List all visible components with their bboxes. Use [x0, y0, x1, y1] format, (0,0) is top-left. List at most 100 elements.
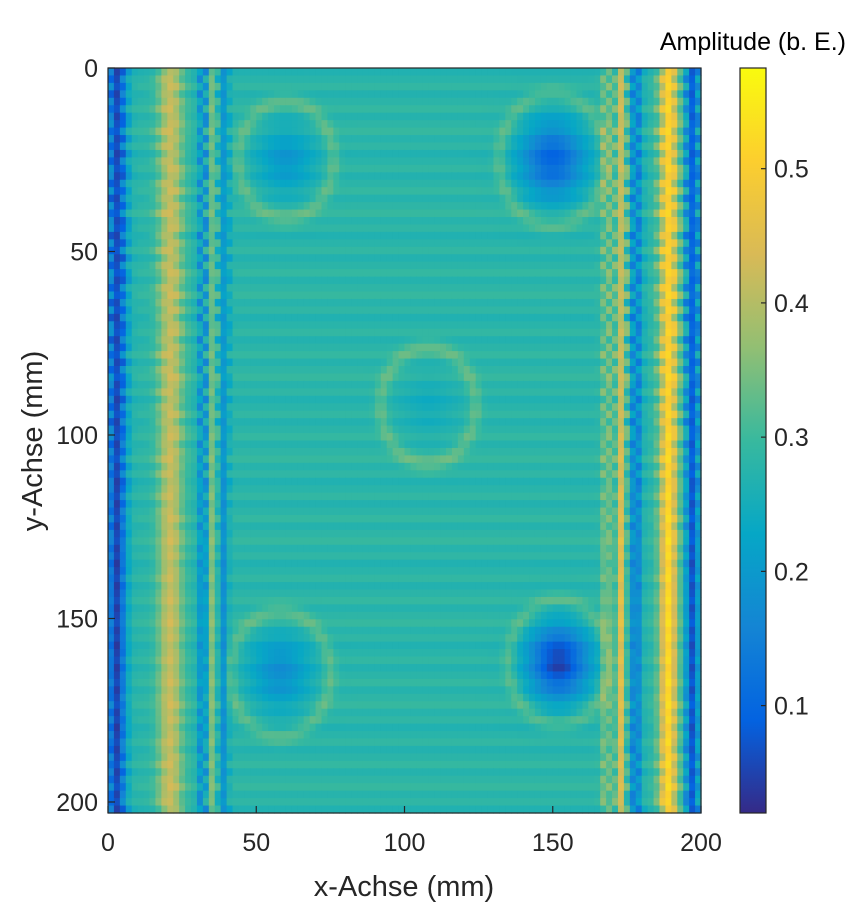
- heatmap-cell: [173, 224, 180, 233]
- heatmap-cell: [505, 276, 512, 285]
- heatmap-cell: [179, 291, 186, 300]
- heatmap-cell: [529, 358, 536, 367]
- heatmap-cell: [469, 313, 477, 322]
- heatmap-cell: [149, 120, 157, 129]
- heatmap-cell: [291, 433, 299, 442]
- heatmap-cell: [131, 82, 139, 91]
- heatmap-cell: [274, 306, 281, 315]
- heatmap-cell: [523, 217, 530, 226]
- heatmap-cell: [446, 373, 453, 382]
- heatmap-cell: [327, 380, 334, 389]
- heatmap-cell: [552, 321, 560, 330]
- heatmap-cell: [659, 410, 667, 419]
- heatmap-cell: [108, 149, 115, 158]
- heatmap-cell: [606, 187, 613, 196]
- heatmap-cell: [594, 239, 601, 248]
- heatmap-cell: [523, 328, 530, 337]
- heatmap-cell: [398, 388, 406, 397]
- heatmap-cell: [475, 112, 483, 121]
- heatmap-cell: [119, 328, 127, 337]
- heatmap-cell: [623, 395, 631, 404]
- heatmap-cell: [297, 261, 305, 270]
- heatmap-cell: [617, 388, 625, 397]
- heatmap-cell: [167, 306, 174, 315]
- heatmap-cell: [588, 425, 595, 434]
- heatmap-cell: [167, 284, 174, 293]
- heatmap-cell: [131, 112, 139, 121]
- heatmap-cell: [321, 328, 329, 337]
- heatmap-cell: [558, 351, 566, 360]
- heatmap-cell: [398, 276, 406, 285]
- heatmap-cell: [303, 75, 311, 84]
- heatmap-cell: [285, 149, 293, 158]
- heatmap-cell: [517, 112, 524, 121]
- heatmap-cell: [339, 157, 346, 166]
- heatmap-cell: [511, 291, 518, 300]
- heatmap-cell: [119, 187, 127, 196]
- heatmap-cell: [641, 202, 649, 211]
- heatmap-cell: [362, 261, 370, 270]
- heatmap-cell: [143, 149, 151, 158]
- heatmap-cell: [653, 306, 661, 315]
- heatmap-cell: [558, 97, 566, 106]
- heatmap-cell: [653, 239, 661, 248]
- heatmap-cell: [167, 328, 174, 337]
- heatmap-cell: [250, 425, 257, 434]
- heatmap-cell: [214, 68, 222, 77]
- heatmap-cell: [297, 90, 305, 99]
- heatmap-cell: [653, 269, 661, 278]
- heatmap-cell: [368, 217, 376, 226]
- heatmap-cell: [268, 246, 275, 255]
- heatmap-cell: [695, 269, 702, 278]
- heatmap-cell: [487, 343, 495, 352]
- heatmap-cell: [582, 336, 589, 345]
- heatmap-cell: [220, 410, 228, 419]
- heatmap-cell: [339, 410, 346, 419]
- heatmap-cell: [629, 172, 637, 181]
- heatmap-cell: [523, 418, 530, 427]
- heatmap-cell: [108, 217, 115, 226]
- heatmap-cell: [570, 217, 578, 226]
- heatmap-cell: [173, 284, 180, 293]
- heatmap-cell: [386, 373, 394, 382]
- heatmap-cell: [653, 298, 661, 307]
- heatmap-cell: [475, 187, 483, 196]
- heatmap-cell: [119, 366, 127, 375]
- heatmap-cell: [523, 276, 530, 285]
- heatmap-cell: [434, 433, 441, 442]
- heatmap-cell: [457, 224, 465, 233]
- heatmap-cell: [125, 68, 133, 77]
- heatmap-cell: [475, 358, 483, 367]
- heatmap-cell: [600, 68, 607, 77]
- heatmap-cell: [250, 179, 257, 188]
- heatmap-cell: [446, 231, 453, 240]
- heatmap-cell: [695, 291, 702, 300]
- heatmap-cell: [647, 313, 655, 322]
- heatmap-cell: [540, 291, 548, 300]
- heatmap-cell: [629, 351, 637, 360]
- heatmap-cell: [469, 202, 477, 211]
- heatmap-cell: [327, 321, 334, 330]
- heatmap-cell: [570, 120, 578, 129]
- heatmap-cell: [303, 157, 311, 166]
- heatmap-cell: [683, 187, 690, 196]
- heatmap-cell: [131, 373, 139, 382]
- heatmap-cell: [268, 135, 275, 144]
- heatmap-cell: [333, 328, 340, 337]
- heatmap-cell: [220, 239, 228, 248]
- heatmap-cell: [552, 135, 560, 144]
- heatmap-cell: [226, 306, 234, 315]
- heatmap-cell: [499, 351, 506, 360]
- heatmap-cell: [208, 276, 216, 285]
- heatmap-cell: [351, 366, 358, 375]
- heatmap-cell: [256, 291, 263, 300]
- heatmap-cell: [594, 202, 601, 211]
- heatmap-cell: [279, 298, 287, 307]
- heatmap-cell: [149, 328, 157, 337]
- heatmap-cell: [339, 358, 346, 367]
- heatmap-cell: [629, 82, 637, 91]
- heatmap-cell: [196, 90, 204, 99]
- heatmap-cell: [588, 149, 595, 158]
- heatmap-cell: [517, 82, 524, 91]
- heatmap-cell: [268, 276, 275, 285]
